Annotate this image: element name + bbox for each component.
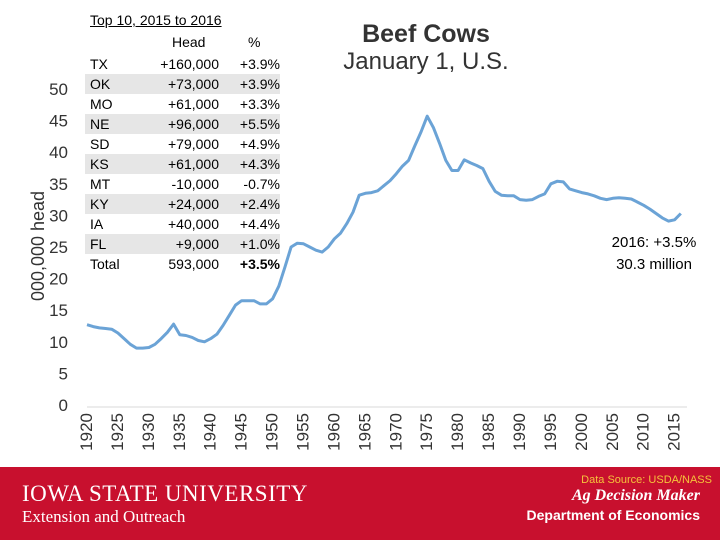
- row-pct-change: +3.9%: [239, 56, 280, 72]
- x-tick-label: 2010: [634, 413, 653, 451]
- row-head-change: +96,000: [168, 116, 219, 132]
- row-head-change: 593,000: [168, 256, 219, 272]
- y-tick-label: 25: [49, 238, 68, 257]
- row-head-change: +24,000: [168, 196, 219, 212]
- x-tick-label: 1980: [448, 413, 467, 451]
- beef-cows-series-line: [86, 114, 682, 350]
- x-tick-label: 2005: [603, 413, 622, 451]
- row-pct-change: -0.7%: [243, 176, 280, 192]
- top10-title: Top 10, 2015 to 2016: [90, 12, 222, 28]
- table-row: MT -10,000 -0.7%: [85, 174, 280, 194]
- beef-cows-chart: 0 5 10 15 20 25 30 35 40 45 50 1920 1925 1930 1935 194…: [28, 80, 687, 451]
- x-tick-label: 1975: [417, 413, 436, 451]
- y-tick-label: 10: [49, 333, 68, 352]
- row-state: FL: [90, 236, 107, 252]
- row-state: Total: [90, 256, 120, 272]
- row-state: MT: [90, 176, 111, 192]
- footer-banner: Data Source: USDA/NASS IOWA STATE UNIVER…: [0, 467, 720, 540]
- row-pct-change: +4.3%: [239, 156, 280, 172]
- y-tick-label: 35: [49, 175, 68, 194]
- col-header-head: Head: [172, 34, 206, 50]
- row-head-change: +73,000: [168, 76, 219, 92]
- row-pct-change: +2.4%: [239, 196, 280, 212]
- y-axis-label: 000,000 head: [28, 191, 48, 301]
- annotation-total: 30.3 million: [616, 256, 692, 273]
- table-row: Total 593,000 +3.5%: [85, 254, 280, 274]
- row-state: MO: [90, 96, 113, 112]
- x-tick-label: 1990: [510, 413, 529, 451]
- y-tick-label: 40: [49, 143, 68, 162]
- x-tick-label: 1995: [541, 413, 560, 451]
- x-tick-label: 1930: [139, 413, 158, 451]
- row-state: SD: [90, 136, 110, 152]
- x-tick-label: 1970: [386, 413, 405, 451]
- row-pct-change: +5.5%: [239, 116, 280, 132]
- x-tick-label: 1955: [293, 413, 312, 451]
- row-state: IA: [90, 216, 104, 232]
- row-head-change: +160,000: [160, 56, 219, 72]
- row-head-change: +61,000: [168, 96, 219, 112]
- row-state: NE: [90, 116, 110, 132]
- y-tick-label: 5: [59, 364, 68, 383]
- row-state: KY: [90, 196, 109, 212]
- department-label: Department of Economics: [526, 507, 700, 523]
- x-tick-label: 1960: [324, 413, 343, 451]
- table-row: TX +160,000 +3.9%: [85, 54, 280, 74]
- chart-subtitle: January 1, U.S.: [343, 48, 509, 75]
- row-state: OK: [90, 76, 111, 92]
- row-pct-change: +4.4%: [239, 216, 280, 232]
- x-tick-label: 1935: [170, 413, 189, 451]
- row-state: TX: [90, 56, 108, 72]
- y-tick-label: 15: [49, 301, 68, 320]
- x-tick-label: 1940: [201, 413, 220, 451]
- university-logo: IOWA STATE UNIVERSITY: [22, 481, 308, 506]
- ag-decision-maker-logo: Ag Decision Maker: [572, 487, 700, 504]
- col-header-pct: %: [248, 34, 261, 50]
- row-pct-change: +4.9%: [239, 136, 280, 152]
- x-tick-label: 1925: [108, 413, 127, 451]
- y-tick-label: 30: [49, 206, 68, 225]
- x-tick-label: 1945: [232, 413, 251, 451]
- y-tick-label: 50: [49, 80, 68, 99]
- table-row: MO +61,000 +3.3%: [85, 94, 280, 114]
- table-row: SD +79,000 +4.9%: [85, 134, 280, 154]
- x-axis: 1920 1925 1930 1935 1940 1945 1950 1955 1960 1965…: [77, 406, 687, 451]
- row-pct-change: +3.3%: [239, 96, 280, 112]
- table-row: IA +40,000 +4.4%: [85, 214, 280, 234]
- row-state: KS: [90, 156, 109, 172]
- y-tick-label: 0: [59, 396, 68, 415]
- x-tick-label: 1920: [77, 413, 96, 451]
- row-head-change: +79,000: [168, 136, 219, 152]
- row-head-change: +9,000: [175, 236, 219, 252]
- row-head-change: +40,000: [168, 216, 219, 232]
- x-tick-label: 1985: [479, 413, 498, 451]
- chart-title: Beef Cows: [362, 20, 490, 48]
- x-tick-label: 2000: [572, 413, 591, 451]
- row-pct-change: +3.5%: [239, 256, 280, 272]
- row-pct-change: +3.9%: [239, 76, 280, 92]
- row-pct-change: +1.0%: [239, 236, 280, 252]
- table-row: KY +24,000 +2.4%: [85, 194, 280, 214]
- annotation-change: 2016: +3.5%: [611, 234, 697, 251]
- row-head-change: +61,000: [168, 156, 219, 172]
- y-axis: 0 5 10 15 20 25 30 35 40 45 50: [49, 80, 68, 415]
- table-row: FL +9,000 +1.0%: [85, 234, 280, 254]
- x-tick-label: 1950: [263, 413, 282, 451]
- data-source: Data Source: USDA/NASS: [581, 474, 712, 486]
- table-row: NE +96,000 +5.5%: [85, 114, 280, 134]
- row-head-change: -10,000: [171, 176, 219, 192]
- extension-label: Extension and Outreach: [22, 507, 186, 526]
- table-row: OK +73,000 +3.9%: [85, 74, 280, 94]
- x-tick-label: 1965: [355, 413, 374, 451]
- y-tick-label: 45: [49, 112, 68, 131]
- y-tick-label: 20: [49, 270, 68, 289]
- x-tick-label: 2015: [665, 413, 684, 451]
- table-row: KS +61,000 +4.3%: [85, 154, 280, 174]
